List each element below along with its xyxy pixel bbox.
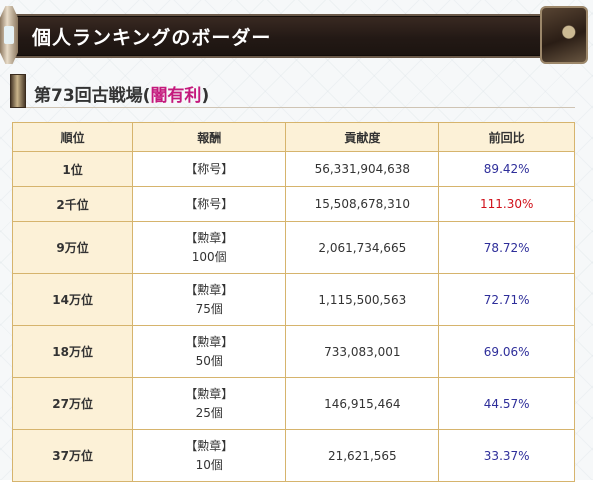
contribution-cell: 146,915,464 xyxy=(285,377,440,430)
table-row: 14万位 【勲章】 75個 1,115,500,563 72.71% xyxy=(11,273,575,326)
rank-cell: 1位 xyxy=(11,151,134,187)
rank-cell: 9万位 xyxy=(11,221,134,274)
table-row: 9万位 【勲章】 100個 2,061,734,665 78.72% xyxy=(11,221,575,274)
ratio-cell: 111.30% xyxy=(438,186,575,222)
table-row: 1位 【称号】 56,331,904,638 89.42% xyxy=(11,151,575,187)
section-heading: 第73回古戦場(闇有利) xyxy=(10,74,575,108)
rank-cell: 27万位 xyxy=(11,377,134,430)
reward-type: 【勲章】 xyxy=(185,334,234,349)
reward-quantity: 100個 xyxy=(191,249,227,264)
section-title-prefix: 第73回古戦場( xyxy=(34,86,151,106)
rank-cell: 2千位 xyxy=(11,186,134,222)
reward-cell: 【勲章】 10個 xyxy=(132,429,287,482)
table-row: 18万位 【勲章】 50個 733,083,001 69.06% xyxy=(11,325,575,378)
contribution-cell: 15,508,678,310 xyxy=(285,186,440,222)
contribution-cell: 1,115,500,563 xyxy=(285,273,440,326)
contribution-cell: 56,331,904,638 xyxy=(285,151,440,187)
ratio-cell: 33.37% xyxy=(438,429,575,482)
ratio-cell: 72.71% xyxy=(438,273,575,326)
header-contribution: 貢献度 xyxy=(285,122,440,152)
rank-cell: 37万位 xyxy=(11,429,134,482)
rank-cell: 18万位 xyxy=(11,325,134,378)
section-ornament xyxy=(10,74,26,108)
header-reward: 報酬 xyxy=(132,122,287,152)
ratio-cell: 69.06% xyxy=(438,325,575,378)
reward-cell: 【称号】 xyxy=(132,151,287,187)
reward-type: 【称号】 xyxy=(185,196,234,211)
header-rank: 順位 xyxy=(11,122,134,152)
table-row: 27万位 【勲章】 25個 146,915,464 44.57% xyxy=(11,377,575,430)
section-divider xyxy=(26,107,575,108)
reward-type: 【勲章】 xyxy=(185,230,234,245)
banner-ornament-left xyxy=(0,6,18,64)
table-header-row: 順位 報酬 貢献度 前回比 xyxy=(11,122,575,152)
ranking-table: 順位 報酬 貢献度 前回比 1位 【称号】 56,331,904,638 89.42%… xyxy=(11,122,575,482)
reward-cell: 【勲章】 75個 xyxy=(132,273,287,326)
table-row: 2千位 【称号】 15,508,678,310 111.30% xyxy=(11,186,575,222)
reward-type: 【勲章】 xyxy=(185,438,234,453)
reward-quantity: 10個 xyxy=(195,457,223,472)
reward-cell: 【称号】 xyxy=(132,186,287,222)
contribution-cell: 21,621,565 xyxy=(285,429,440,482)
header-banner: 個人ランキングのボーダー xyxy=(0,6,593,64)
ratio-cell: 44.57% xyxy=(438,377,575,430)
section-title-highlight: 闇有利 xyxy=(150,86,202,106)
contribution-cell: 733,083,001 xyxy=(285,325,440,378)
ratio-cell: 89.42% xyxy=(438,151,575,187)
banner-ornament-right xyxy=(540,6,588,64)
reward-quantity: 75個 xyxy=(195,301,223,316)
reward-type: 【称号】 xyxy=(185,161,234,176)
section-title: 第73回古戦場(闇有利) xyxy=(34,81,209,106)
reward-quantity: 25個 xyxy=(195,405,223,420)
reward-cell: 【勲章】 100個 xyxy=(132,221,287,274)
table-body: 1位 【称号】 56,331,904,638 89.42% 2千位 【称号】 15,508,… xyxy=(11,151,575,482)
table-row: 37万位 【勲章】 10個 21,621,565 33.37% xyxy=(11,429,575,482)
reward-cell: 【勲章】 50個 xyxy=(132,325,287,378)
contribution-cell: 2,061,734,665 xyxy=(285,221,440,274)
reward-type: 【勲章】 xyxy=(185,386,234,401)
rank-cell: 14万位 xyxy=(11,273,134,326)
section-title-suffix: ) xyxy=(201,86,210,106)
ratio-cell: 78.72% xyxy=(438,221,575,274)
reward-quantity: 50個 xyxy=(195,353,223,368)
reward-cell: 【勲章】 25個 xyxy=(132,377,287,430)
header-ratio: 前回比 xyxy=(438,122,575,152)
page-title: 個人ランキングのボーダー xyxy=(32,27,272,49)
banner-bar xyxy=(6,14,572,58)
reward-type: 【勲章】 xyxy=(185,282,234,297)
